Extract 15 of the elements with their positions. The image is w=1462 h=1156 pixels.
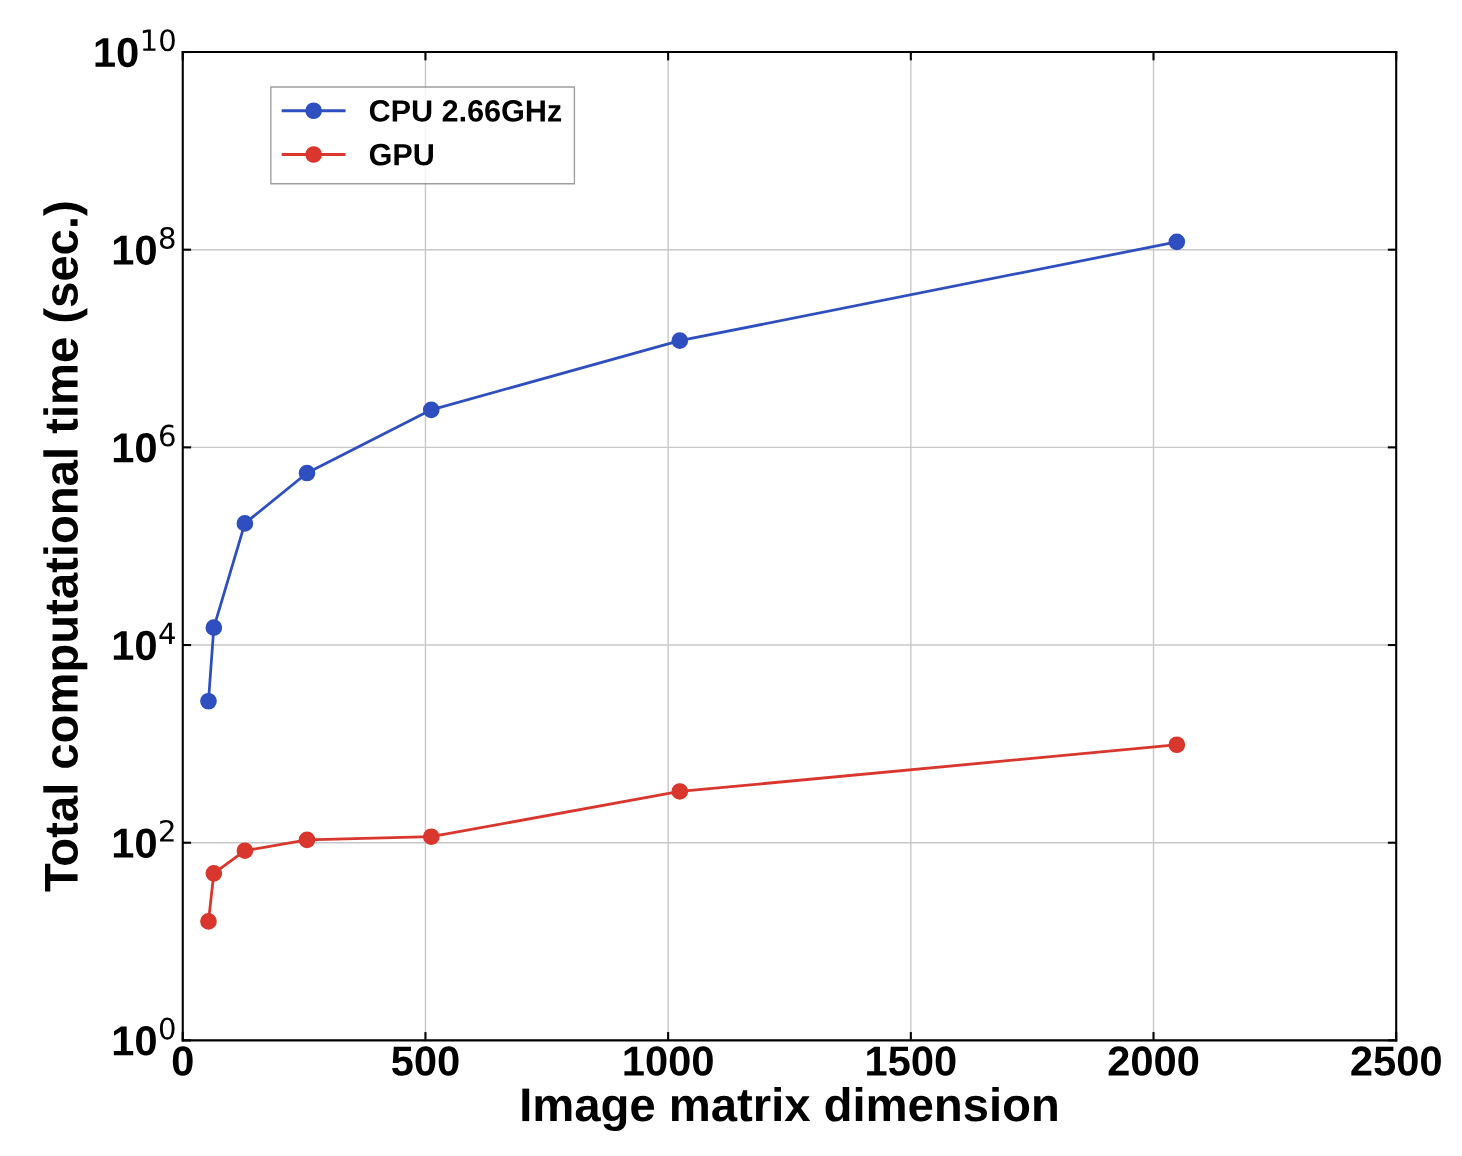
y-tick-label: 10$^{10}$ [95, 29, 175, 68]
x-tick-label: 2000 [1108, 1046, 1199, 1076]
x-tick-label: 0 [172, 1046, 193, 1076]
y-tick-label: 10$^{8}$ [113, 226, 175, 265]
x-tick-label: 1500 [867, 1046, 956, 1076]
x-tick-label: 2500 [1351, 1046, 1441, 1076]
y-axis-title: Total computational time (sec.) [43, 202, 88, 892]
y-tick-label: 10$^{4}$ [113, 622, 175, 661]
legend-label: GPU [369, 143, 433, 166]
x-axis-title: Image matrix dimension [522, 1086, 1057, 1132]
y-tick-label: 10$^{2}$ [113, 819, 174, 858]
legend-label: CPU 2.66GHz [369, 100, 562, 122]
y-tick-label: 10$^{6}$ [113, 424, 175, 463]
x-tick-label: 1000 [624, 1046, 713, 1076]
x-tick-label: 500 [391, 1046, 459, 1076]
